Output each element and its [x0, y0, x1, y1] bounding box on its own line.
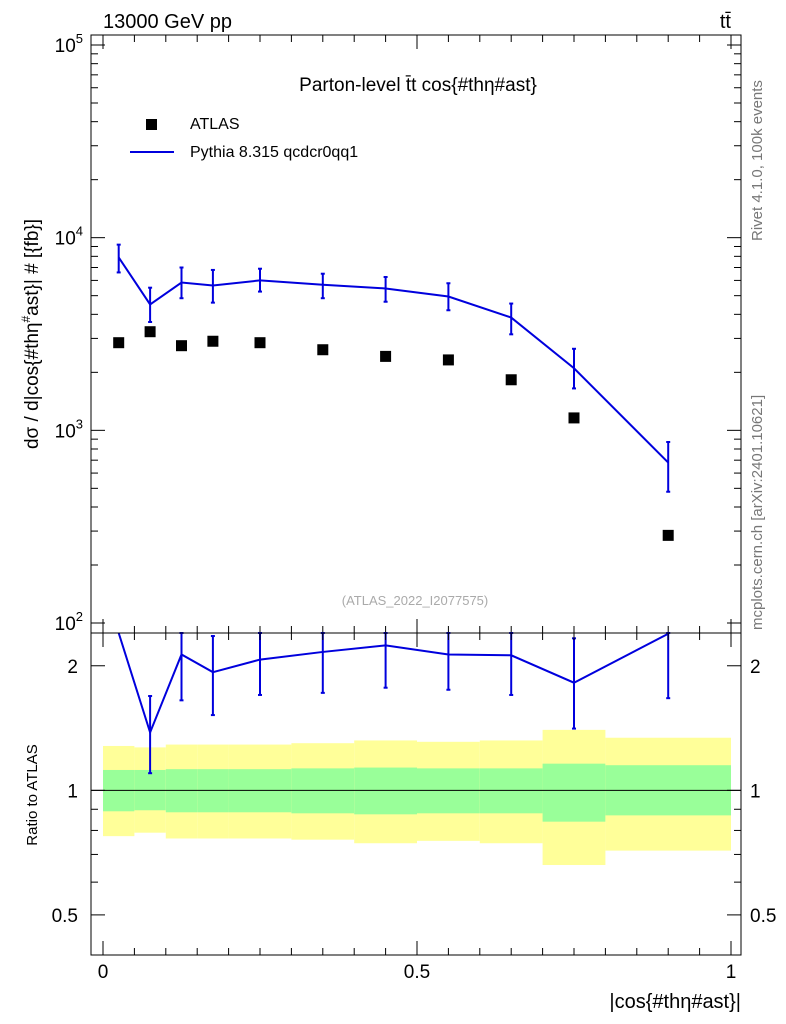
- x-axis-label: |cos{#thη#ast}|: [609, 991, 741, 1013]
- y-tick-base: 10: [55, 229, 76, 250]
- ratio-y-tick-label-left: 0.5: [52, 906, 78, 927]
- atlas-point: [176, 340, 187, 352]
- ratio-y-tick-label-left: 2: [67, 657, 78, 678]
- main-marks: [113, 243, 674, 541]
- ratio-band-inner: [354, 767, 417, 815]
- y-tick-exponent: 4: [76, 224, 83, 239]
- ratio-panel: 0.5 0.5 1 1 2 2 0 0.5 1 Ratio to ATLAS |cos{#thη…: [24, 632, 776, 1013]
- y-tick-label: 103: [55, 416, 83, 442]
- ratio-y-tick-label-right: 0.5: [750, 906, 776, 927]
- atlas-point: [113, 337, 125, 349]
- rivet-label: Rivet 4.1.0, 100k events: [749, 80, 766, 241]
- x-tick-label: 0: [98, 962, 109, 983]
- x-tick-label: 1: [726, 962, 737, 983]
- energy-label: 13000 GeV pp: [103, 11, 232, 33]
- y-label-part-1: dσ / d|cos{#thη: [22, 323, 43, 450]
- y-tick-exponent: 5: [76, 31, 83, 46]
- atlas-point: [254, 337, 266, 349]
- y-tick-label: 104: [55, 224, 83, 250]
- ratio-band-inner: [291, 768, 355, 814]
- ratio-band-inner: [542, 763, 606, 822]
- process-label: tt̄: [720, 11, 732, 33]
- ratio-y-tick-label-right: 2: [750, 657, 761, 678]
- ratio-y-tick-label-right: 1: [750, 781, 761, 802]
- y-label-superscript: #: [19, 316, 33, 323]
- atlas-point: [144, 326, 156, 338]
- y-tick-base: 10: [55, 36, 76, 57]
- main-frame: [90, 34, 742, 634]
- ratio-marks: [117, 632, 671, 775]
- legend-atlas-label: ATLAS: [190, 116, 240, 133]
- main-title: Parton-level t̄t cos{#thη#ast}: [299, 75, 537, 96]
- atlas-point: [662, 529, 674, 541]
- ratio-y-axis-label: Ratio to ATLAS: [24, 744, 41, 845]
- atlas-point: [442, 354, 454, 366]
- pythia-line: [117, 256, 669, 464]
- y-tick-exponent: 2: [76, 609, 83, 624]
- y-tick-base: 10: [55, 614, 76, 635]
- ratio-frame: [90, 632, 742, 956]
- y-label-part-2: ast}| # [{fb}]: [22, 219, 43, 316]
- y-tick-label: 105: [55, 31, 83, 57]
- ratio-bands: [91, 729, 741, 866]
- ratio-band-inner: [417, 768, 480, 814]
- atlas-point: [317, 344, 329, 356]
- y-tick-exponent: 3: [76, 416, 83, 431]
- atlas-point: [380, 350, 392, 362]
- atlas-point: [505, 374, 517, 386]
- ratio-pythia-line: [117, 632, 669, 736]
- analysis-id: (ATLAS_2022_I2077575): [342, 593, 488, 608]
- main-y-axis-label: dσ / d|cos{#thη#ast}| # [{fb}]: [19, 219, 43, 449]
- source-label: mcplots.cern.ch [arXiv:2401.10621]: [749, 395, 766, 630]
- legend-pythia-label: Pythia 8.315 qcdcr0qq1: [190, 144, 358, 161]
- y-tick-label: 102: [55, 609, 83, 635]
- y-tick-base: 10: [55, 421, 76, 442]
- atlas-point: [568, 412, 580, 424]
- legend: ATLAS Pythia 8.315 qcdcr0qq1: [130, 116, 358, 161]
- ratio-band-inner: [479, 768, 543, 814]
- ratio-y-tick-label-left: 1: [67, 781, 78, 802]
- legend-atlas-marker: [146, 119, 157, 130]
- x-tick-label: 0.5: [404, 962, 430, 983]
- ratio-axes: 0.5 0.5 1 1 2 2 0 0.5 1: [52, 633, 776, 983]
- atlas-point: [207, 335, 219, 347]
